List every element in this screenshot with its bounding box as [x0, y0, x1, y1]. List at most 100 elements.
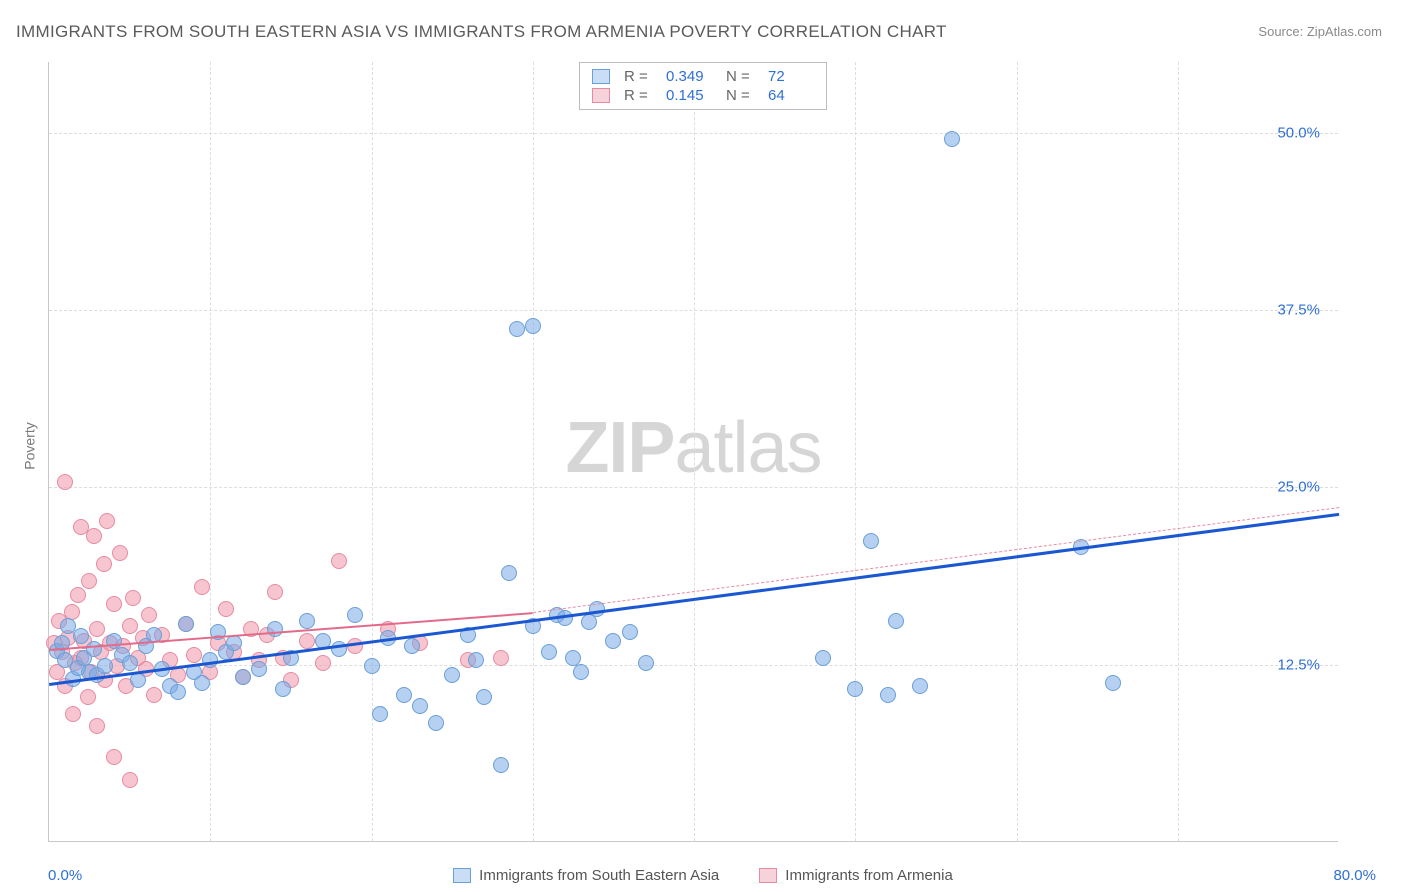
data-point	[493, 757, 509, 773]
data-point	[372, 706, 388, 722]
series-legend-item: Immigrants from South Eastern Asia	[453, 867, 719, 884]
data-point	[73, 628, 89, 644]
data-point	[347, 607, 363, 623]
data-point	[944, 131, 960, 147]
data-point	[106, 596, 122, 612]
data-point	[275, 681, 291, 697]
data-point	[509, 321, 525, 337]
data-point	[141, 607, 157, 623]
y-axis-tick: 37.5%	[1277, 302, 1320, 319]
data-point	[815, 650, 831, 666]
correlation-legend: R = 0.349 N = 72R = 0.145 N = 64	[579, 62, 827, 110]
data-point	[89, 718, 105, 734]
data-point	[847, 681, 863, 697]
data-point	[106, 749, 122, 765]
gridline-v	[372, 62, 373, 841]
trend-line	[533, 507, 1339, 613]
series-legend: Immigrants from South Eastern Asia Immigr…	[0, 867, 1406, 884]
data-point	[267, 584, 283, 600]
data-point	[428, 715, 444, 731]
y-axis-tick: 50.0%	[1277, 124, 1320, 141]
data-point	[186, 647, 202, 663]
correlation-legend-row: R =0.349N =72	[592, 67, 814, 86]
data-point	[573, 664, 589, 680]
data-point	[146, 687, 162, 703]
data-point	[99, 513, 115, 529]
legend-N-value: 64	[768, 87, 814, 104]
y-axis-tick: 12.5%	[1277, 656, 1320, 673]
data-point	[170, 684, 186, 700]
legend-N-value: 72	[768, 68, 814, 85]
data-point	[565, 650, 581, 666]
data-point	[396, 687, 412, 703]
data-point	[89, 621, 105, 637]
data-point	[880, 687, 896, 703]
data-point	[86, 641, 102, 657]
data-point	[267, 621, 283, 637]
data-point	[96, 556, 112, 572]
series-legend-label: Immigrants from South Eastern Asia	[479, 867, 719, 884]
correlation-legend-row: R = 0.145 N = 64	[592, 86, 814, 105]
data-point	[299, 613, 315, 629]
gridline-v	[855, 62, 856, 841]
series-legend-label: Immigrants from Armenia	[785, 867, 953, 884]
data-point	[888, 613, 904, 629]
watermark-light: atlas	[674, 407, 821, 487]
legend-N-label: N =	[726, 87, 754, 104]
data-point	[57, 474, 73, 490]
data-point	[65, 706, 81, 722]
data-point	[97, 658, 113, 674]
data-point	[194, 579, 210, 595]
y-axis-tick: 25.0%	[1277, 479, 1320, 496]
data-point	[622, 624, 638, 640]
gridline-v	[210, 62, 211, 841]
data-point	[251, 661, 267, 677]
data-point	[226, 635, 242, 651]
source-label: Source:	[1258, 24, 1303, 39]
source-value: ZipAtlas.com	[1307, 24, 1382, 39]
data-point	[1105, 675, 1121, 691]
data-point	[476, 689, 492, 705]
data-point	[444, 667, 460, 683]
scatter-plot-area: ZIPatlas 12.5% 25.0% 37.5% 50.0%	[48, 62, 1338, 842]
chart-title: IMMIGRANTS FROM SOUTH EASTERN ASIA VS IM…	[16, 22, 947, 42]
data-point	[468, 652, 484, 668]
data-point	[80, 689, 96, 705]
y-axis-label: Poverty	[22, 422, 38, 469]
data-point	[404, 638, 420, 654]
data-point	[112, 545, 128, 561]
data-point	[194, 675, 210, 691]
data-point	[863, 533, 879, 549]
data-point	[218, 601, 234, 617]
data-point	[86, 528, 102, 544]
data-point	[501, 565, 517, 581]
legend-swatch	[592, 88, 610, 103]
legend-swatch	[453, 868, 471, 883]
data-point	[412, 698, 428, 714]
data-point	[178, 616, 194, 632]
legend-R-value: 0.349	[666, 68, 712, 85]
data-point	[299, 633, 315, 649]
data-point	[912, 678, 928, 694]
data-point	[70, 587, 86, 603]
data-point	[122, 655, 138, 671]
data-point	[81, 573, 97, 589]
data-point	[331, 553, 347, 569]
gridline-v	[533, 62, 534, 841]
legend-swatch	[759, 868, 777, 883]
data-point	[541, 644, 557, 660]
data-point	[581, 614, 597, 630]
legend-N-label: N =	[726, 68, 754, 85]
legend-R-label: R =	[624, 87, 652, 104]
source-attribution: Source: ZipAtlas.com	[1258, 24, 1382, 39]
data-point	[122, 772, 138, 788]
data-point	[638, 655, 654, 671]
series-legend-item: Immigrants from Armenia	[759, 867, 953, 884]
legend-swatch	[592, 69, 610, 84]
data-point	[315, 655, 331, 671]
watermark-bold: ZIP	[565, 407, 674, 487]
data-point	[364, 658, 380, 674]
data-point	[493, 650, 509, 666]
legend-R-value: 0.145	[666, 87, 712, 104]
data-point	[525, 318, 541, 334]
